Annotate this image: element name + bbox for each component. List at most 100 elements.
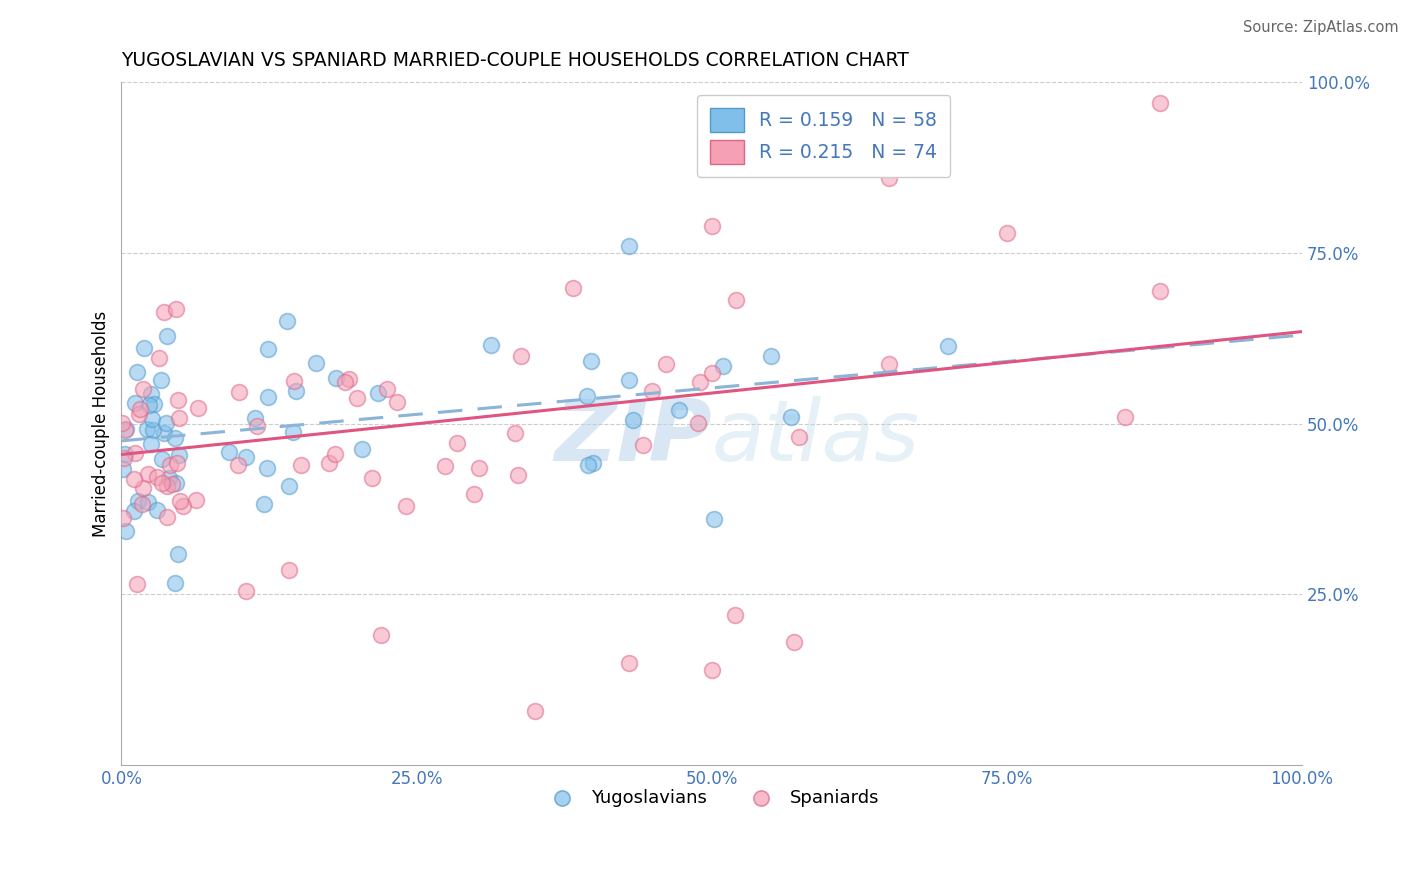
Point	[276, 314, 298, 328]
Point	[503, 426, 526, 441]
Point	[759, 349, 782, 363]
Point	[621, 413, 644, 427]
Point	[124, 395, 146, 409]
Point	[283, 425, 305, 439]
Point	[703, 511, 725, 525]
Point	[167, 410, 190, 425]
Point	[115, 422, 138, 436]
Point	[305, 356, 328, 370]
Point	[128, 407, 150, 421]
Point	[700, 663, 723, 677]
Point	[877, 357, 900, 371]
Point	[285, 384, 308, 398]
Point	[724, 607, 747, 622]
Point	[132, 481, 155, 495]
Point	[146, 503, 169, 517]
Point	[668, 403, 690, 417]
Point	[166, 547, 188, 561]
Point	[689, 375, 711, 389]
Point	[146, 470, 169, 484]
Point	[700, 219, 723, 233]
Point	[463, 487, 485, 501]
Point	[337, 371, 360, 385]
Point	[156, 479, 179, 493]
Point	[150, 476, 173, 491]
Point	[160, 477, 183, 491]
Point	[172, 500, 194, 514]
Point	[375, 383, 398, 397]
Point	[235, 450, 257, 465]
Point	[218, 444, 240, 458]
Point	[114, 524, 136, 539]
Point	[468, 461, 491, 475]
Point	[112, 510, 135, 524]
Point	[325, 447, 347, 461]
Point	[124, 446, 146, 460]
Point	[142, 397, 165, 411]
Point	[169, 493, 191, 508]
Point	[122, 503, 145, 517]
Point	[446, 436, 468, 450]
Point	[387, 395, 409, 409]
Point	[617, 373, 640, 387]
Point	[184, 492, 207, 507]
Point	[290, 458, 312, 473]
Point	[582, 456, 605, 470]
Point	[724, 293, 747, 307]
Point	[640, 384, 662, 398]
Point	[156, 329, 179, 343]
Point	[433, 458, 456, 473]
Point	[138, 398, 160, 412]
Point	[153, 305, 176, 319]
Point	[995, 226, 1018, 240]
Point	[686, 416, 709, 430]
Point	[253, 497, 276, 511]
Point	[246, 419, 269, 434]
Point	[228, 385, 250, 400]
Point	[150, 451, 173, 466]
Point	[111, 461, 134, 475]
Point	[139, 436, 162, 450]
Point	[370, 628, 392, 642]
Point	[277, 479, 299, 493]
Point	[165, 475, 187, 490]
Point	[131, 382, 153, 396]
Point	[159, 458, 181, 473]
Point	[283, 374, 305, 388]
Point	[127, 494, 149, 508]
Point	[136, 422, 159, 436]
Point	[257, 343, 280, 357]
Point	[318, 456, 340, 470]
Point	[136, 467, 159, 482]
Point	[579, 353, 602, 368]
Point	[576, 389, 599, 403]
Point	[141, 411, 163, 425]
Point	[780, 410, 803, 425]
Text: Source: ZipAtlas.com: Source: ZipAtlas.com	[1243, 20, 1399, 35]
Point	[617, 239, 640, 253]
Point	[523, 704, 546, 718]
Text: atlas: atlas	[711, 396, 920, 479]
Point	[243, 410, 266, 425]
Point	[139, 387, 162, 401]
Point	[877, 170, 900, 185]
Point	[1149, 95, 1171, 110]
Point	[125, 577, 148, 591]
Point	[111, 417, 134, 431]
Point	[325, 371, 347, 385]
Point	[167, 448, 190, 462]
Point	[479, 337, 502, 351]
Point	[148, 351, 170, 366]
Point	[165, 432, 187, 446]
Point	[187, 401, 209, 416]
Point	[124, 472, 146, 486]
Point	[156, 509, 179, 524]
Point	[235, 583, 257, 598]
Point	[346, 391, 368, 405]
Point	[367, 386, 389, 401]
Point	[257, 390, 280, 404]
Point	[256, 461, 278, 475]
Point	[131, 497, 153, 511]
Point	[132, 341, 155, 355]
Point	[576, 458, 599, 473]
